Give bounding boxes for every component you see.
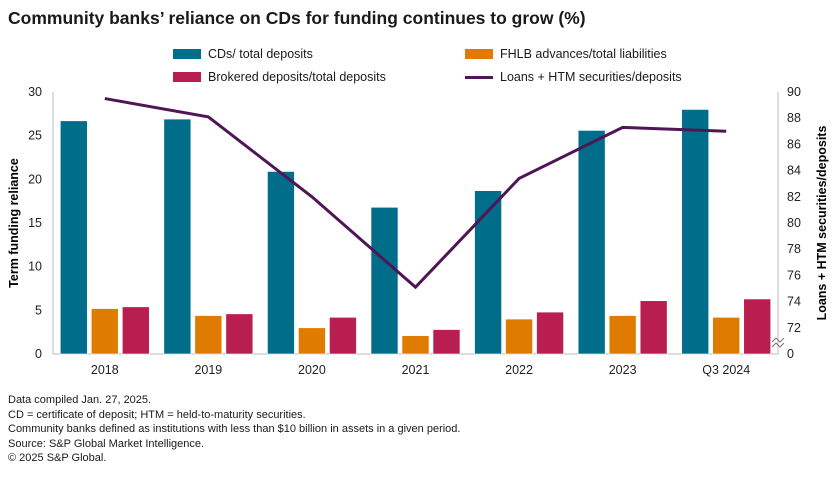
legend-swatch (173, 72, 201, 82)
x-tick-label: 2019 (194, 363, 222, 377)
legend-brokered: Brokered deposits/total deposits (173, 70, 386, 84)
y-tick-label: 0 (35, 347, 42, 361)
y-tick-label: 25 (28, 129, 42, 143)
y-tick-label: 5 (35, 303, 42, 317)
y2-tick-label: 72 (787, 321, 801, 335)
legend-fhlb: FHLB advances/total liabilities (465, 47, 667, 61)
legend-swatch (465, 49, 493, 59)
bar-fhlb-advances-total-liabilities-2022 (505, 318, 533, 355)
bar-fhlb-advances-total-liabilities-Q32024 (712, 317, 741, 355)
chart-title: Community banks’ reliance on CDs for fun… (8, 8, 586, 28)
y-axis-label: Term funding reliance (7, 158, 21, 288)
bar-fhlb-advances-total-liabilities-2018 (90, 308, 119, 355)
bar-brokered-deposits-total-deposits-2018 (121, 306, 150, 355)
note: Data compiled Jan. 27, 2025. (8, 394, 152, 406)
axis-break-icon (771, 337, 785, 348)
x-tick-label: 2022 (505, 363, 533, 377)
y2-tick-label: 88 (787, 111, 801, 125)
line-loans-htm (104, 97, 727, 290)
y-tick-label: 15 (28, 216, 42, 230)
x-tick-label: 2020 (298, 363, 326, 377)
note: Community banks defined as institutions … (8, 423, 461, 435)
bar-brokered-deposits-total-deposits-2021 (432, 329, 461, 355)
note: Source: S&P Global Market Intelligence. (8, 437, 205, 450)
y2-tick-label: 76 (787, 268, 801, 282)
x-tick-label: Q3 2024 (702, 363, 750, 377)
note: © 2025 S&P Global. (8, 452, 107, 464)
legend-label: FHLB advances/total liabilities (500, 47, 667, 61)
bar-fhlb-advances-total-liabilities-2021 (401, 335, 430, 355)
y2-tick-label: 86 (787, 137, 801, 151)
y2-tick-label: 0 (787, 347, 794, 361)
y-tick-label: 30 (28, 85, 42, 99)
bar-brokered-deposits-total-deposits-2019 (225, 313, 254, 355)
bar-fhlb-advances-total-liabilities-2023 (608, 315, 637, 355)
y2-tick-label: 80 (787, 216, 801, 230)
y-tick-label: 10 (28, 260, 42, 274)
legend-loans: Loans + HTM securities/deposits (465, 70, 682, 84)
bar-brokered-deposits-total-deposits-Q32024 (743, 298, 772, 355)
bar-cds-total-deposits-2023 (577, 130, 606, 355)
bar-fhlb-advances-total-liabilities-2019 (194, 315, 223, 355)
bar-brokered-deposits-total-deposits-2023 (639, 300, 668, 355)
y2-tick-label: 78 (787, 242, 801, 256)
legend-swatch (173, 49, 201, 59)
legend-cds: CDs/ total deposits (173, 47, 313, 61)
footnotes: Data compiled Jan. 27, 2025. CD = certif… (8, 393, 460, 466)
bar-brokered-deposits-total-deposits-2020 (329, 317, 357, 355)
x-tick-label: 2018 (91, 363, 119, 377)
y2-axis-label: Loans + HTM securities/deposits (815, 126, 829, 321)
y2-tick-label: 90 (787, 85, 801, 99)
legend-label: CDs/ total deposits (208, 47, 313, 61)
bar-cds-total-deposits-2019 (163, 118, 192, 355)
bar-cds-total-deposits-2021 (370, 206, 399, 355)
bar-cds-total-deposits-2018 (59, 120, 88, 355)
legend-label: Brokered deposits/total deposits (208, 70, 386, 84)
note: CD = certificate of deposit; HTM = held-… (8, 408, 306, 421)
bar-brokered-deposits-total-deposits-2022 (536, 311, 564, 355)
bar-cds-total-deposits-Q32024 (681, 109, 710, 355)
x-tick-label: 2021 (402, 363, 430, 377)
legend-line (465, 75, 493, 79)
x-tick-label: 2023 (609, 363, 637, 377)
legend-label: Loans + HTM securities/deposits (500, 70, 682, 84)
bar-cds-total-deposits-2020 (267, 171, 295, 355)
y2-tick-label: 74 (787, 295, 801, 309)
bar-cds-total-deposits-2022 (474, 190, 502, 355)
y2-tick-label: 84 (787, 164, 801, 178)
y2-tick-label: 82 (787, 190, 801, 204)
bar-fhlb-advances-total-liabilities-2020 (298, 327, 326, 355)
y-tick-label: 20 (28, 172, 42, 186)
